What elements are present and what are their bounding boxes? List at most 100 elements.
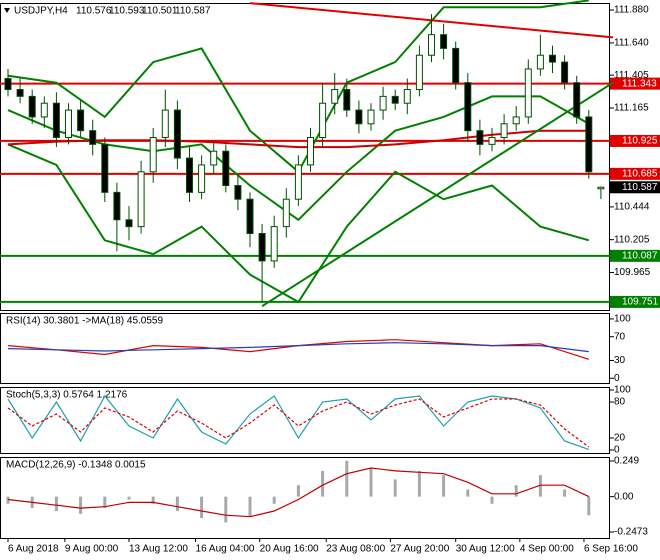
candle-body — [452, 47, 460, 84]
level-tag — [610, 249, 660, 262]
y-tick-label: 100 — [614, 314, 631, 325]
x-tick-label: 9 Aug 00:00 — [65, 544, 119, 555]
candle-body — [488, 137, 496, 145]
indicator-line — [7, 342, 589, 353]
candle-body — [391, 95, 399, 104]
candle-body — [500, 123, 508, 139]
candle-body — [512, 116, 520, 125]
candle-body — [161, 109, 169, 139]
candle-body — [270, 226, 278, 262]
candle-body — [137, 171, 145, 228]
candle-body — [282, 198, 290, 228]
level-tag — [610, 77, 660, 90]
candle-body — [331, 89, 339, 104]
x-tick-label: 16 Aug 04:00 — [196, 544, 255, 555]
candle-body — [549, 54, 556, 63]
macd-frame — [0, 457, 610, 539]
candle-body — [258, 232, 266, 262]
y-tick-label: 110.444 — [614, 202, 650, 213]
quote-value: 110.501 — [142, 6, 178, 17]
candle-body — [89, 130, 97, 145]
y-tick-label: 111.165 — [614, 103, 649, 114]
panel-title: USDJPY,H4 — [14, 6, 68, 17]
panel-title: RSI(14) 30.3801 ->MA(18) 45.0559 — [6, 316, 163, 327]
candle-body — [246, 198, 254, 234]
indicator-line — [7, 467, 590, 518]
x-tick-label: 13 Aug 12:00 — [129, 544, 188, 555]
candle-body — [52, 102, 60, 139]
y-tick-label: 0.00 — [614, 491, 634, 502]
candle-body — [16, 89, 24, 97]
panel-title: MACD(12,26,9) -0.1348 0.0015 — [6, 460, 146, 471]
level-tag — [610, 167, 660, 180]
candle-body — [415, 54, 423, 91]
candle-body — [198, 164, 206, 193]
candle-body — [77, 109, 85, 132]
level-label: 110.087 — [622, 250, 658, 261]
candle-body — [210, 150, 218, 166]
candle-body — [428, 34, 435, 56]
y-tick-label: 0.249 — [614, 456, 639, 467]
candle-body — [440, 34, 448, 49]
quote-value: 110.576 — [76, 6, 112, 17]
candle-body — [585, 116, 593, 173]
x-tick-label: 6 Sep 16:00 — [584, 544, 638, 555]
y-tick-label: 110.205 — [614, 234, 650, 245]
x-tick-label: 4 Sep 00:00 — [520, 544, 574, 555]
candle-body — [294, 164, 302, 200]
symbol-arrow — [4, 8, 10, 13]
level-label: 109.751 — [622, 297, 659, 308]
candle-body — [355, 109, 363, 125]
candle-body — [186, 157, 193, 193]
candle-body — [597, 186, 605, 190]
y-tick-label: 100 — [614, 385, 631, 396]
stoch-frame — [0, 387, 610, 454]
x-tick-label: 20 Aug 16:00 — [260, 544, 319, 555]
y-tick-label: -0.2473 — [614, 527, 648, 538]
last-price-tag — [610, 181, 660, 194]
indicator-line — [7, 398, 590, 448]
y-tick-label: 30 — [614, 355, 626, 366]
x-tick-label: 27 Aug 20:00 — [390, 544, 449, 555]
candle-body — [343, 89, 351, 111]
y-tick-label: 0 — [614, 445, 620, 456]
candle-body — [307, 137, 314, 166]
candle-body — [561, 61, 569, 84]
candle-body — [125, 219, 133, 228]
indicator-line — [7, 339, 589, 360]
candle-body — [4, 78, 12, 91]
candle-body — [101, 143, 109, 193]
overlay-line — [7, 143, 590, 304]
candle-body — [222, 150, 230, 186]
level-label: 110.685 — [622, 168, 658, 179]
quote-value: 110.593 — [109, 6, 145, 17]
x-tick-label: 30 Aug 12:00 — [456, 544, 515, 555]
overlay-line — [261, 81, 614, 308]
y-tick-label: 20 — [614, 433, 626, 444]
y-tick-label: 0 — [614, 373, 620, 384]
candle-body — [149, 137, 157, 173]
quote-value: 110.587 — [175, 6, 211, 17]
panel-title: Stoch(5,3,3) 0.5764 1.2176 — [6, 390, 128, 401]
candle-body — [173, 109, 181, 159]
x-tick-label: 6 Aug 2018 — [8, 544, 59, 555]
candle-body — [319, 102, 327, 139]
y-tick-label: 70 — [614, 331, 626, 342]
y-tick-label: 111.640 — [614, 38, 649, 49]
x-tick-label: 23 Aug 08:00 — [326, 544, 385, 555]
candle-body — [464, 82, 472, 132]
candle-body — [403, 89, 411, 104]
candle-body — [40, 102, 48, 118]
candle-body — [379, 95, 387, 111]
level-label: 110.925 — [622, 136, 658, 147]
y-tick-label: 80 — [614, 397, 626, 408]
y-tick-label: 111.880 — [614, 5, 649, 16]
candle-body — [524, 68, 532, 118]
level-label: 111.343 — [622, 78, 657, 89]
candle-body — [536, 54, 544, 70]
rsi-frame — [0, 313, 610, 384]
candle-body — [476, 130, 484, 145]
candle-body — [234, 184, 242, 200]
y-tick-label: 109.965 — [614, 267, 651, 278]
